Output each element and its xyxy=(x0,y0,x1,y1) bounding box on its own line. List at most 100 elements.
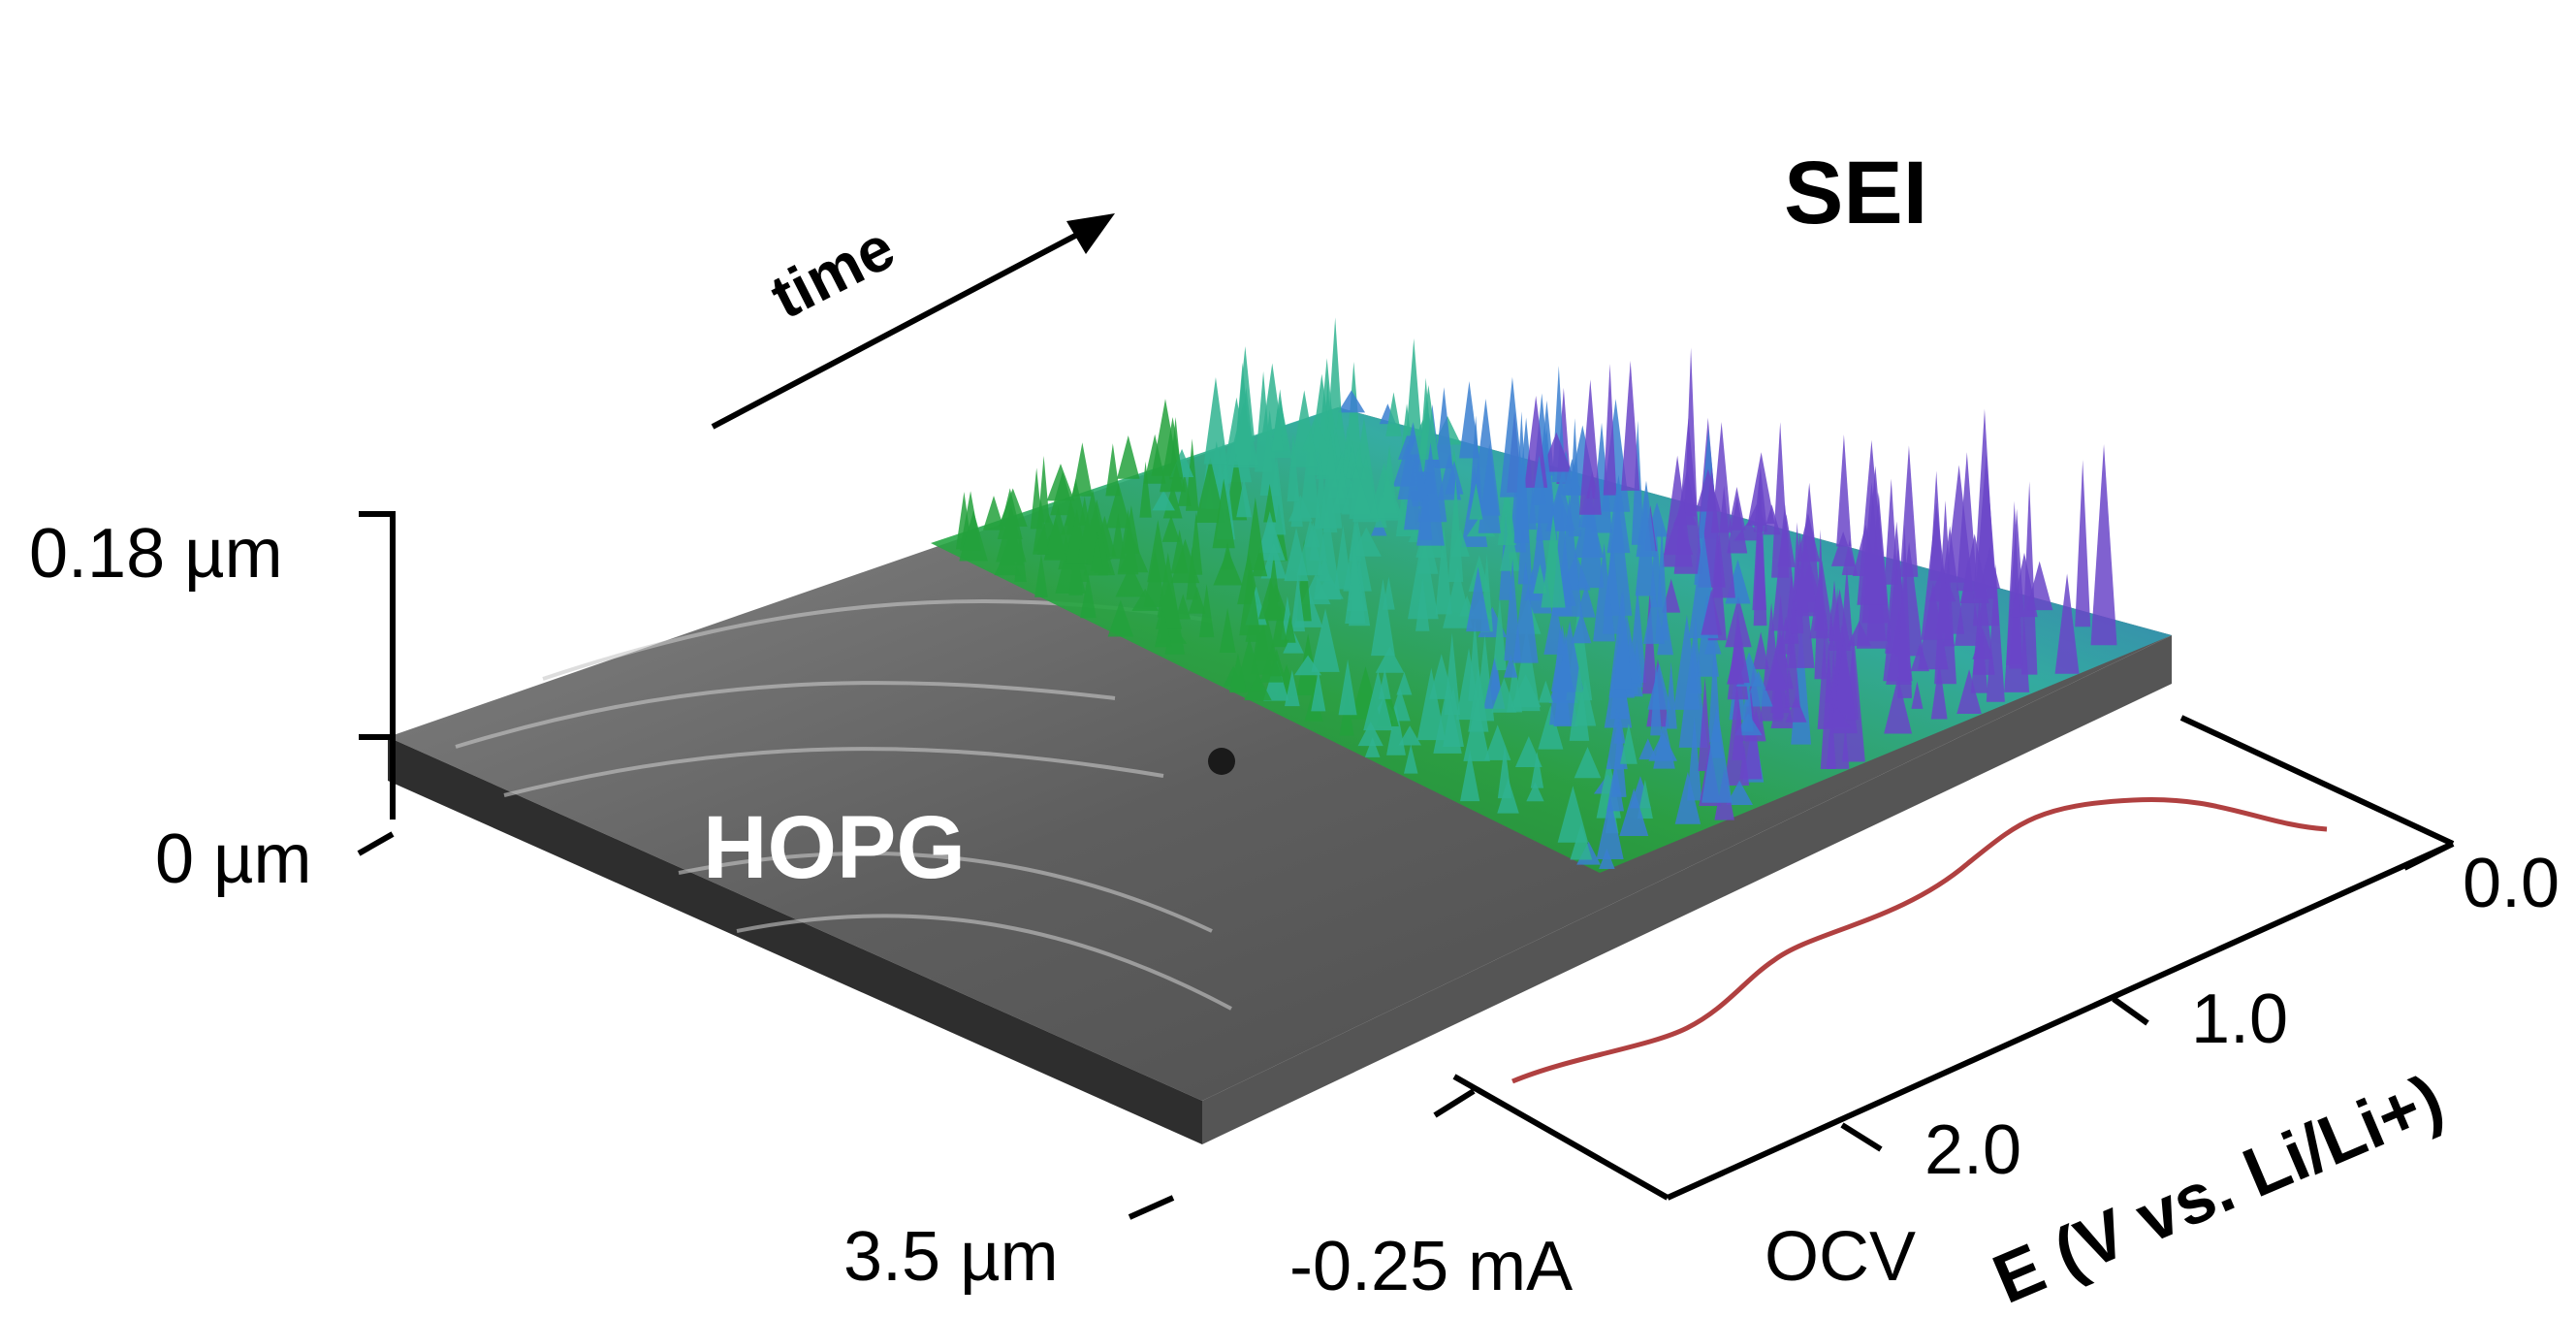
sei-peak xyxy=(1259,644,1284,683)
sei-peak xyxy=(1836,434,1852,547)
sei-peak xyxy=(1732,701,1745,760)
sei-peak xyxy=(1160,417,1186,493)
sei-peak xyxy=(1973,408,1996,599)
depth-scale-tick xyxy=(1128,1195,1175,1220)
sei-peak xyxy=(1726,780,1754,806)
sei-peak xyxy=(1383,445,1396,498)
sei-peak xyxy=(1335,462,1350,505)
sei-peak xyxy=(1170,529,1189,574)
sei-peak xyxy=(1524,395,1548,488)
sei-peak xyxy=(1311,670,1326,712)
sei-peak xyxy=(1662,578,1681,613)
sei-peak xyxy=(1244,674,1272,701)
substrate-front-edge xyxy=(388,737,1202,1144)
sei-peak xyxy=(1290,574,1306,632)
tick-1: 1.0 xyxy=(2191,980,2288,1058)
sei-peak xyxy=(1613,587,1633,690)
sei-peak xyxy=(2006,500,2023,665)
sei-peak xyxy=(1642,590,1666,644)
sei-peak xyxy=(1541,514,1566,608)
sei-peak xyxy=(1351,527,1382,557)
sei-peak xyxy=(1503,654,1518,678)
hopg-label: HOPG xyxy=(703,798,966,897)
sei-peak xyxy=(1459,380,1479,459)
sei-peak xyxy=(1701,704,1733,803)
sei-peak xyxy=(1327,317,1343,430)
sei-peak xyxy=(1620,723,1638,764)
sei-peak xyxy=(1468,664,1489,732)
sei-peak xyxy=(1175,594,1192,620)
height-top-label: 0.18 µm xyxy=(29,515,283,593)
sei-peak xyxy=(1299,430,1320,518)
tick-0: 0.0 xyxy=(2463,845,2560,922)
sei-peak xyxy=(2075,460,2091,627)
sei-peak xyxy=(959,510,988,562)
sei-peak xyxy=(1637,779,1653,819)
sei-peak xyxy=(1678,634,1708,748)
sei-peak xyxy=(1212,478,1235,549)
sei-peak xyxy=(1105,483,1131,529)
current-axis xyxy=(1433,1074,1670,1201)
sei-peak xyxy=(1398,725,1421,746)
sei-peak xyxy=(1245,497,1266,571)
sei-peak xyxy=(1404,744,1418,774)
sei-peak xyxy=(1416,529,1439,574)
sei-peak xyxy=(1753,467,1767,627)
sei-peak xyxy=(1263,483,1277,523)
sei-peak xyxy=(1765,659,1789,691)
sei-peak xyxy=(1435,525,1452,615)
sei-peak xyxy=(1435,387,1453,468)
sei-peak xyxy=(1363,670,1393,731)
sei-peak xyxy=(1593,543,1615,642)
sei-peak xyxy=(1284,614,1296,643)
sei-peak xyxy=(1930,660,1948,720)
sei-peak xyxy=(1258,577,1283,620)
sei-peak xyxy=(1348,540,1361,600)
sei-peak xyxy=(1687,716,1702,801)
sei-peak xyxy=(1491,677,1517,713)
sei-peak xyxy=(1227,402,1259,466)
sei-peak xyxy=(1514,736,1542,767)
sei-peak xyxy=(1311,608,1340,672)
sei-peak xyxy=(1497,478,1516,546)
sei-peak xyxy=(1541,432,1572,472)
sei-peak xyxy=(1033,498,1050,555)
sei-peak xyxy=(1417,385,1440,460)
sei-peak xyxy=(1259,409,1280,497)
sei-peak xyxy=(2054,573,2080,674)
sei-peak xyxy=(1741,668,1754,732)
sei-peak xyxy=(1415,577,1430,631)
sei-peak xyxy=(1068,537,1083,595)
sei-peak xyxy=(1416,667,1446,741)
sei-peak xyxy=(1337,390,1366,413)
sei-peak xyxy=(1499,524,1520,571)
sei-peak xyxy=(1648,732,1677,761)
sei-peak xyxy=(1655,524,1669,641)
sei-peak xyxy=(1080,573,1097,619)
surface-defect xyxy=(1208,748,1235,775)
sei-peak xyxy=(1236,477,1252,518)
sei-peaks xyxy=(955,317,2117,870)
sei-peak xyxy=(1512,561,1539,663)
potential-axis xyxy=(1666,715,2455,1201)
sei-peak xyxy=(1747,452,1775,525)
sei-peak xyxy=(1728,486,1746,530)
sei-peak xyxy=(1320,431,1343,529)
sei-peak xyxy=(1375,646,1405,673)
sei-peak xyxy=(1647,663,1671,710)
sei-peak xyxy=(1847,621,1872,647)
sei-peak xyxy=(1674,771,1701,824)
sei-peak xyxy=(1090,532,1104,571)
sei-peak xyxy=(1526,782,1544,802)
sei-peak xyxy=(1571,611,1592,644)
sei-peak xyxy=(1531,455,1547,505)
sei-peak xyxy=(1785,695,1807,723)
sei-peak xyxy=(1357,722,1383,747)
tick-ocv: OCV xyxy=(1765,1218,1916,1296)
sei-peak xyxy=(1809,560,1835,639)
sei-peak xyxy=(1219,608,1236,653)
sei-peak xyxy=(1152,490,1175,511)
sei-peak xyxy=(1497,778,1519,814)
